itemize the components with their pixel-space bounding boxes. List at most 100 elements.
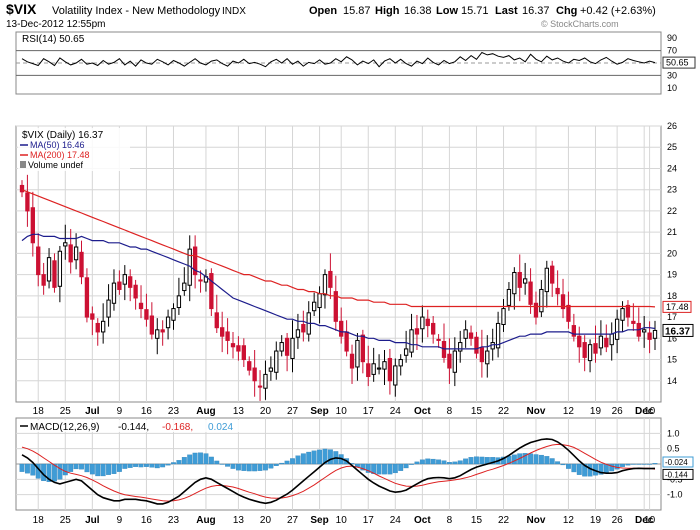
candle-body	[19, 184, 25, 193]
ma200-legend: MA(200) 17.48	[30, 150, 90, 160]
candle-body	[479, 347, 485, 363]
histogram-bar	[273, 463, 279, 466]
candle-body	[533, 302, 539, 318]
macd-legend-value: -0.144,	[118, 422, 149, 433]
candle-body	[609, 333, 614, 346]
histogram-bar	[446, 462, 452, 465]
histogram-bar	[295, 455, 301, 465]
date-label: 13-Dec-2012 12:55pm	[6, 19, 106, 30]
candle-body	[274, 350, 279, 373]
histogram-bar	[154, 463, 160, 469]
candle-body	[425, 318, 430, 327]
candle-body	[409, 329, 414, 353]
histogram-bar	[111, 463, 117, 474]
candle-body	[506, 288, 512, 306]
rsi-current-box	[662, 56, 696, 69]
candle-body	[301, 324, 306, 333]
candle-body	[642, 329, 647, 333]
last-price-label: 16.37	[665, 326, 690, 337]
histogram-bar	[138, 463, 144, 468]
candle-body	[30, 207, 35, 244]
candle-body	[577, 335, 582, 348]
candle-body	[220, 327, 225, 337]
high-value: 16.38	[404, 5, 432, 17]
day-label: 26	[612, 406, 624, 417]
candle-body	[317, 293, 322, 309]
histogram-bar	[376, 463, 382, 475]
histogram-bar	[625, 463, 631, 466]
rsi-current-tag: 50.65	[662, 56, 696, 69]
candle-body	[376, 367, 382, 370]
histogram-bar	[198, 452, 203, 465]
ma50-line	[21, 233, 656, 350]
day-label: 24	[390, 515, 402, 526]
price-tick-label: 18	[667, 291, 677, 301]
candle-body	[560, 294, 566, 310]
histogram-bar	[636, 463, 642, 465]
candle-body	[447, 353, 452, 369]
histogram-bar	[419, 459, 425, 465]
histogram-bar	[436, 459, 442, 465]
day-label: 20	[260, 515, 272, 526]
candle-body	[550, 265, 555, 284]
volume-legend-swatch	[20, 161, 26, 168]
histogram-bar	[630, 463, 636, 465]
ma50-legend: MA(50) 16.46	[30, 140, 85, 150]
ma200-current-label: 17.48	[666, 302, 689, 312]
histogram-bar	[284, 460, 290, 465]
macd-tick-label: 1.0	[667, 428, 680, 438]
histogram-bar	[165, 463, 171, 466]
low-label: Low	[436, 5, 458, 17]
day-label: 22	[498, 515, 510, 526]
macd-panel: 1.00.50.0-0.5-1.0 MACD(12,26,9) -0.144, …	[15, 417, 694, 511]
histogram-bar	[479, 456, 485, 465]
high-label: High	[375, 5, 400, 17]
histogram-bar	[208, 456, 214, 465]
day-label: 27	[287, 515, 299, 526]
candle-body	[122, 274, 127, 285]
chg-value: +0.42 (+2.63%)	[580, 5, 656, 17]
day-label: 13	[233, 406, 245, 417]
histogram-bar	[52, 463, 57, 482]
volume-legend: Volume undef	[28, 160, 84, 170]
month-label: Nov	[527, 406, 546, 417]
histogram-bar	[73, 463, 79, 470]
candle-body	[155, 329, 160, 339]
month-label: Jul	[85, 406, 100, 417]
day-label: 25	[60, 406, 72, 417]
histogram-bar	[219, 463, 225, 465]
histogram-bar	[587, 463, 593, 477]
histogram-bar	[387, 463, 393, 475]
candle-body	[165, 316, 171, 329]
day-label: 16	[141, 515, 153, 526]
histogram-bar	[452, 461, 458, 465]
rsi-line	[21, 51, 656, 68]
histogram-bar	[192, 452, 198, 465]
candle-body	[268, 367, 274, 372]
histogram-bar	[474, 456, 479, 465]
histogram-bar	[46, 463, 52, 482]
month-label: Aug	[196, 515, 215, 526]
histogram-bar	[241, 463, 247, 471]
histogram-bar	[533, 454, 539, 465]
candle-body	[485, 350, 490, 365]
rsi-panel: 9070503010 RSI(14) 50.65 50.65	[15, 31, 696, 95]
exchange-label: INDX	[222, 6, 246, 17]
candle-body	[544, 267, 549, 293]
histogram-bar	[647, 463, 653, 465]
histogram-bar	[652, 463, 658, 465]
histogram-bar	[403, 463, 409, 469]
price-tick-label: 14	[667, 376, 677, 386]
histogram-bar	[235, 463, 241, 471]
candle-body	[247, 361, 252, 371]
histogram-bar	[122, 463, 128, 469]
candle-body	[458, 342, 463, 352]
candle-body	[257, 385, 263, 388]
histogram-bar	[538, 454, 544, 465]
histogram-bar	[360, 463, 366, 471]
candle-body	[63, 242, 68, 247]
candle-body	[311, 301, 317, 312]
histogram-bar	[187, 454, 193, 465]
day-label: 10	[644, 515, 656, 526]
histogram-bar	[371, 463, 377, 474]
